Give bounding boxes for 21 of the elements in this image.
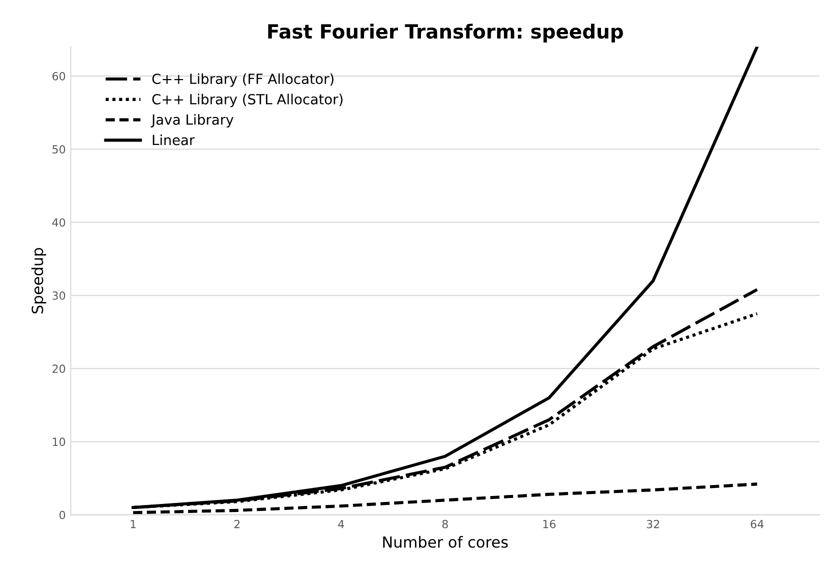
x-tick-label: 32 [646,520,660,528]
x-tick-label: 1 [130,520,136,528]
y-axis-title: Speedup [31,248,46,314]
legend-label: Java Library [150,114,234,128]
legend-label: C++ Library (FF Allocator) [152,73,334,87]
chart-title: Fast Fourier Transform: speedup [268,24,623,43]
x-tick-label: 4 [338,520,344,528]
x-axis-title: Number of cores [383,536,508,548]
y-tick-label: 30 [52,291,66,300]
y-tick-label: 40 [52,218,66,227]
x-tick-label: 64 [750,520,764,528]
legend-label: Linear [152,134,195,146]
y-tick-label: 50 [52,145,66,154]
y-tick-label: 0 [60,510,66,520]
x-tick-label: 2 [234,520,240,528]
y-tick-label: 20 [52,364,66,373]
x-tick-label: 16 [543,520,556,528]
y-tick-label: 60 [52,72,66,80]
legend-label: C++ Library (STL Allocator) [152,94,342,108]
y-tick-label: 10 [52,438,66,446]
x-tick-label: 8 [442,520,448,528]
